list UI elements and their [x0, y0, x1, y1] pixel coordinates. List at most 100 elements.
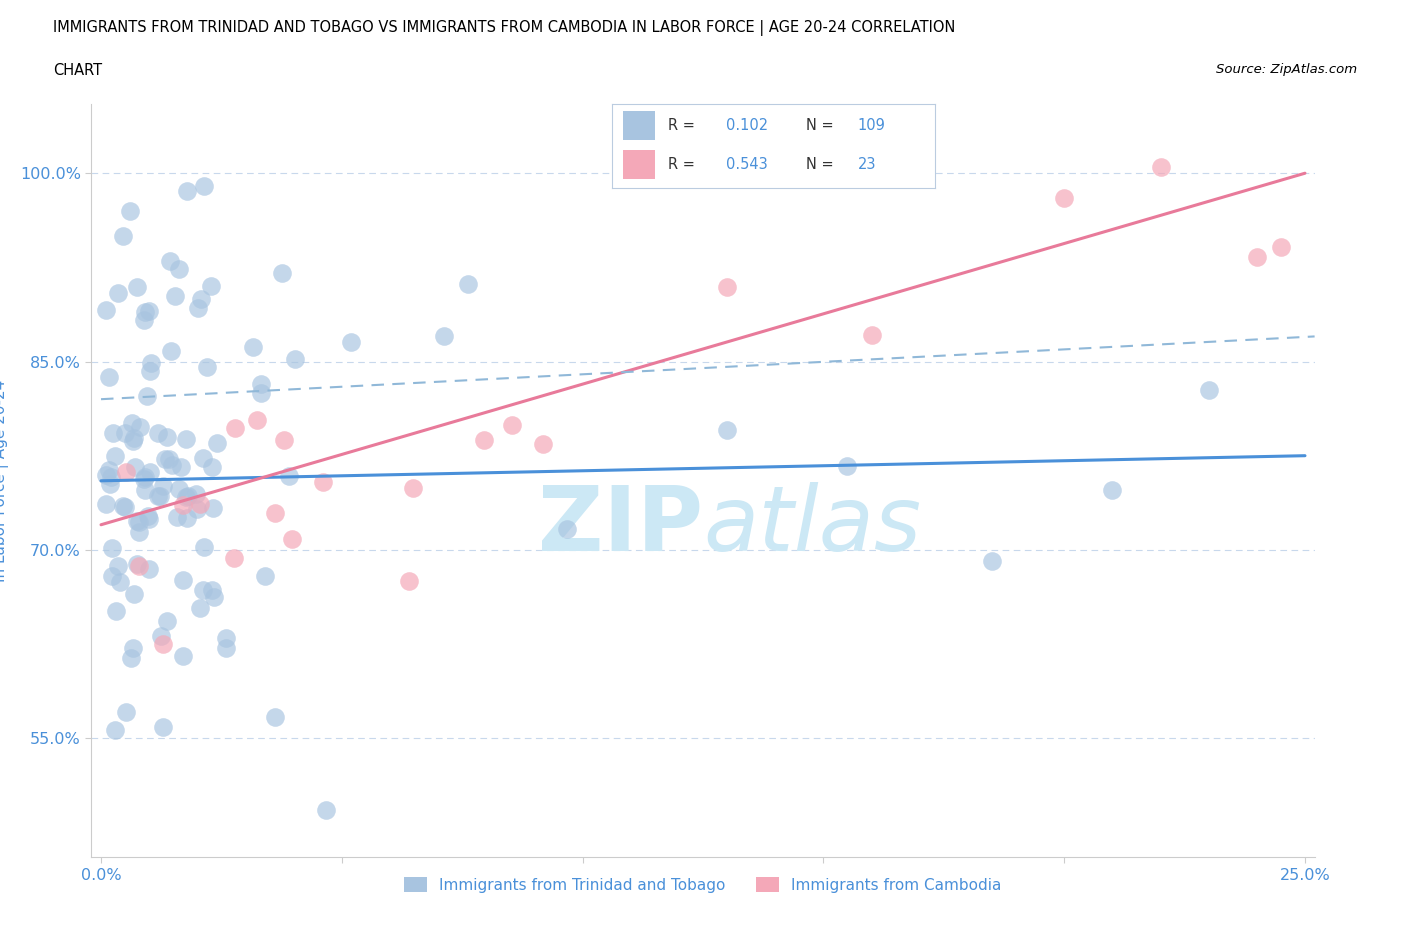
Point — [215, 641, 238, 656]
Point — [152, 720, 174, 735]
Point — [108, 575, 131, 590]
Point — [128, 515, 150, 530]
Legend: Immigrants from Trinidad and Tobago, Immigrants from Cambodia: Immigrants from Trinidad and Tobago, Imm… — [398, 870, 1008, 898]
Point — [160, 458, 183, 472]
Point — [193, 179, 215, 193]
Point — [191, 450, 214, 465]
FancyBboxPatch shape — [623, 111, 655, 140]
Point — [402, 481, 425, 496]
Point — [281, 531, 304, 546]
Point — [114, 499, 136, 514]
Point — [264, 710, 287, 724]
Point — [187, 300, 209, 315]
Point — [146, 489, 169, 504]
Point — [174, 489, 197, 504]
Point — [127, 556, 149, 571]
Text: IMMIGRANTS FROM TRINIDAD AND TOBAGO VS IMMIGRANTS FROM CAMBODIA IN LABOR FORCE |: IMMIGRANTS FROM TRINIDAD AND TOBAGO VS I… — [53, 20, 956, 36]
Text: N =: N = — [806, 118, 834, 133]
Y-axis label: In Labor Force | Age 20-24: In Labor Force | Age 20-24 — [0, 379, 8, 582]
Point — [214, 631, 236, 645]
Point — [205, 436, 228, 451]
Point — [163, 288, 186, 303]
Point — [112, 229, 135, 244]
Point — [124, 459, 146, 474]
Point — [138, 512, 160, 526]
Point — [1198, 382, 1220, 397]
Point — [202, 589, 225, 604]
Point — [432, 329, 454, 344]
Point — [112, 498, 135, 513]
Point — [129, 419, 152, 434]
Point — [716, 280, 738, 295]
Text: atlas: atlas — [703, 482, 921, 570]
Point — [312, 474, 335, 489]
Point — [270, 266, 292, 281]
Point — [107, 286, 129, 300]
Point — [97, 462, 120, 477]
Point — [531, 437, 554, 452]
Point — [115, 704, 138, 719]
Point — [138, 304, 160, 319]
Point — [134, 472, 156, 486]
Point — [170, 459, 193, 474]
Point — [153, 452, 176, 467]
Point — [136, 389, 159, 404]
Point — [837, 459, 859, 474]
Point — [157, 452, 180, 467]
Point — [222, 551, 245, 565]
Point — [150, 629, 173, 644]
Point — [195, 359, 218, 374]
Point — [104, 449, 127, 464]
Point — [284, 352, 307, 366]
Point — [242, 339, 264, 354]
Point — [121, 641, 143, 656]
Text: CHART: CHART — [53, 63, 103, 78]
Point — [122, 433, 145, 448]
Point — [98, 477, 121, 492]
Point — [177, 488, 200, 503]
Point — [138, 562, 160, 577]
Point — [121, 416, 143, 431]
Point — [981, 553, 1004, 568]
Point — [148, 425, 170, 440]
Point — [191, 582, 214, 597]
Point — [100, 568, 122, 583]
Point — [254, 568, 277, 583]
Point — [127, 513, 149, 528]
Point — [472, 432, 495, 447]
Point — [172, 649, 194, 664]
Point — [457, 276, 479, 291]
Point — [398, 574, 420, 589]
Point — [134, 305, 156, 320]
Point — [716, 422, 738, 437]
Point — [160, 343, 183, 358]
Text: 23: 23 — [858, 157, 876, 172]
Point — [128, 525, 150, 539]
Point — [120, 651, 142, 666]
Point — [132, 312, 155, 327]
Point — [101, 541, 124, 556]
Point — [277, 468, 299, 483]
Point — [152, 636, 174, 651]
Point — [186, 501, 208, 516]
Point — [136, 509, 159, 524]
Text: 0.102: 0.102 — [727, 118, 769, 133]
Point — [224, 420, 246, 435]
Text: N =: N = — [806, 157, 834, 172]
Point — [120, 204, 142, 219]
Point — [201, 459, 224, 474]
Point — [156, 430, 179, 445]
Point — [190, 497, 212, 512]
Point — [174, 432, 197, 446]
Point — [104, 723, 127, 737]
Point — [94, 497, 117, 512]
Point — [501, 418, 523, 432]
Point — [172, 498, 194, 512]
Point — [107, 559, 129, 574]
Point — [134, 483, 156, 498]
Text: Source: ZipAtlas.com: Source: ZipAtlas.com — [1216, 63, 1357, 76]
Point — [122, 431, 145, 445]
Point — [315, 803, 337, 817]
Text: ZIP: ZIP — [538, 482, 703, 570]
Point — [139, 465, 162, 480]
